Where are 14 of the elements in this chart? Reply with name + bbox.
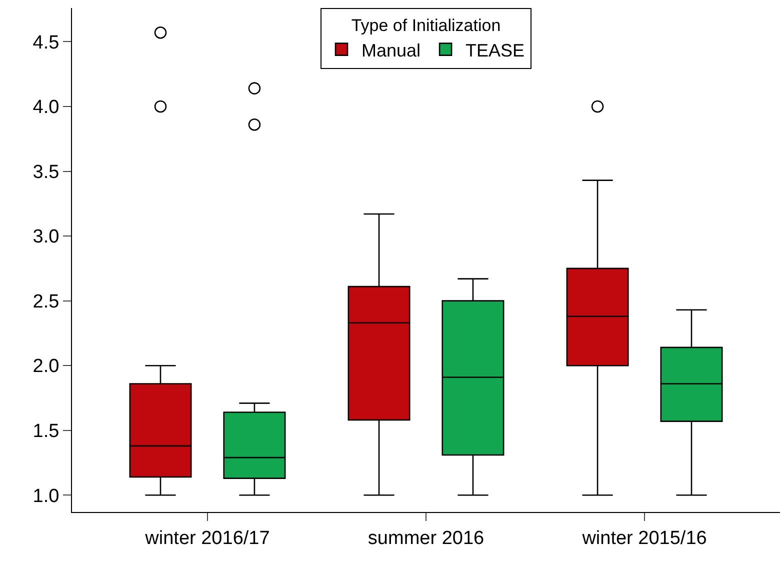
y-tick-label: 4.0 — [32, 97, 60, 118]
y-tick-label: 3.5 — [32, 162, 60, 183]
y-tick-label: 1.5 — [32, 421, 60, 442]
legend-label: TEASE — [466, 40, 525, 60]
y-tick-label: 3.0 — [32, 226, 60, 248]
y-tick-label: 4.5 — [32, 32, 60, 54]
legend-title: Type of Initialization — [351, 16, 501, 36]
legend-label: Manual — [362, 40, 421, 60]
y-tick-label: 2.0 — [32, 356, 60, 378]
y-tick-label: 2.5 — [32, 291, 60, 312]
x-tick-label: winter 2015/16 — [581, 528, 707, 549]
x-tick-label: summer 2016 — [368, 528, 484, 549]
y-tick-label: 1.0 — [32, 486, 60, 507]
x-tick-label: winter 2016/17 — [144, 528, 270, 549]
